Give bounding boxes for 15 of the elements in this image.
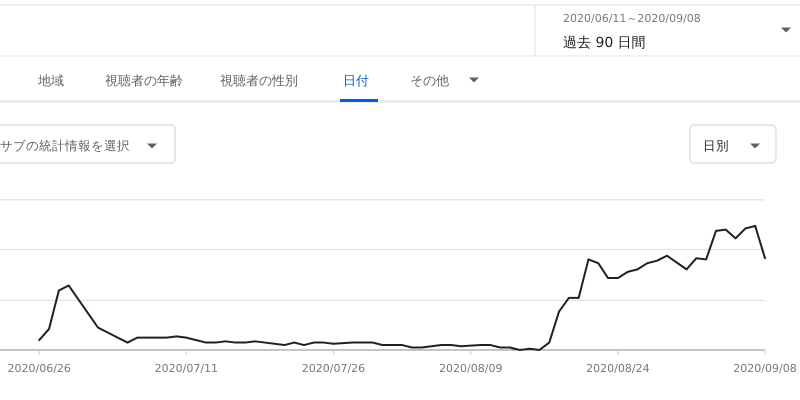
text: 日付 bbox=[343, 74, 369, 89]
x-tick-label: 2020/07/11 bbox=[154, 362, 218, 375]
x-tick-label: 2020/09/08 bbox=[733, 362, 797, 375]
text: その他 bbox=[410, 74, 449, 89]
text: 過去 90 日間 bbox=[563, 35, 646, 51]
x-tick-label: 2020/08/09 bbox=[439, 362, 502, 375]
text: 地域 bbox=[37, 74, 64, 89]
text: 日別 bbox=[703, 138, 729, 153]
text: 視聴者の年齢 bbox=[105, 74, 183, 89]
x-tick-label: 2020/06/26 bbox=[8, 362, 71, 375]
x-tick-label: 2020/08/24 bbox=[586, 362, 650, 375]
text: 視聴者の性別 bbox=[220, 74, 298, 89]
text: サブの統計情報を選択 bbox=[0, 138, 130, 153]
x-tick-label: 2020/07/26 bbox=[302, 362, 366, 375]
text: 2020/06/11～2020/09/08 bbox=[563, 12, 701, 25]
